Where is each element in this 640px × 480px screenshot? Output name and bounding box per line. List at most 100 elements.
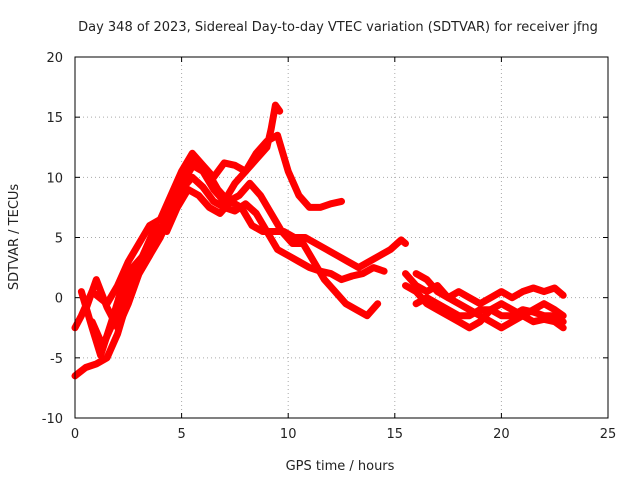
data-point-marker bbox=[174, 204, 181, 211]
data-point-marker bbox=[359, 270, 366, 277]
data-point-marker bbox=[268, 210, 275, 217]
data-point-marker bbox=[327, 200, 334, 207]
data-point-marker bbox=[227, 198, 234, 205]
data-point-marker bbox=[82, 364, 89, 371]
data-point-marker bbox=[178, 186, 185, 193]
y-tick-label: 5 bbox=[55, 232, 63, 247]
data-point-marker bbox=[146, 252, 153, 259]
chart-title: Day 348 of 2023, Sidereal Day-to-day VTE… bbox=[78, 20, 598, 35]
y-tick-label: -10 bbox=[42, 412, 63, 427]
data-point-marker bbox=[509, 306, 516, 313]
data-point-marker bbox=[289, 240, 296, 247]
data-point-marker bbox=[257, 192, 264, 199]
y-tick-label: -5 bbox=[50, 352, 63, 367]
data-point-marker bbox=[274, 132, 281, 139]
data-point-marker bbox=[110, 318, 117, 325]
data-point-marker bbox=[487, 306, 494, 313]
data-point-marker bbox=[560, 292, 567, 299]
data-point-marker bbox=[530, 285, 537, 292]
data-point-marker bbox=[78, 312, 85, 319]
data-point-marker bbox=[338, 198, 345, 205]
y-tick-label: 10 bbox=[46, 171, 63, 186]
data-point-marker bbox=[498, 324, 505, 331]
data-point-marker bbox=[89, 318, 96, 325]
data-point-marker bbox=[317, 268, 324, 275]
data-point-marker bbox=[530, 318, 537, 325]
data-point-marker bbox=[193, 156, 200, 163]
data-point-marker bbox=[355, 264, 362, 271]
data-point-marker bbox=[364, 312, 371, 319]
data-point-marker bbox=[242, 200, 249, 207]
ticks-layer: 0 5 10 15 20 25 -10 -5 0 5 10 15 20 bbox=[42, 51, 617, 442]
data-point-marker bbox=[370, 264, 377, 271]
data-point-marker bbox=[445, 306, 452, 313]
data-point-marker bbox=[466, 294, 473, 301]
data-point-marker bbox=[509, 318, 516, 325]
data-point-marker bbox=[125, 300, 132, 307]
data-point-marker bbox=[455, 318, 462, 325]
data-point-marker bbox=[551, 312, 558, 319]
series-sat-h bbox=[412, 270, 567, 308]
x-tick-label: 15 bbox=[387, 427, 404, 442]
series-sat-a bbox=[71, 131, 345, 332]
data-point-marker bbox=[206, 204, 213, 211]
data-point-marker bbox=[163, 228, 170, 235]
data-point-marker bbox=[131, 270, 138, 277]
data-point-marker bbox=[242, 168, 249, 175]
x-tick-label: 10 bbox=[280, 427, 297, 442]
y-axis-label: SDTVAR / TECUs bbox=[7, 184, 22, 291]
data-point-marker bbox=[259, 228, 266, 235]
y-tick-label: 0 bbox=[55, 292, 63, 307]
data-point-marker bbox=[334, 252, 341, 259]
data-point-marker bbox=[214, 186, 221, 193]
data-point-marker bbox=[332, 288, 339, 295]
data-point-marker bbox=[560, 318, 567, 325]
data-point-marker bbox=[560, 324, 567, 331]
data-point-marker bbox=[413, 300, 420, 307]
data-point-marker bbox=[445, 294, 452, 301]
series-sat-i bbox=[412, 294, 567, 326]
data-point-marker bbox=[366, 258, 373, 265]
data-point-marker bbox=[125, 258, 132, 265]
data-point-marker bbox=[285, 252, 292, 259]
data-point-marker bbox=[477, 318, 484, 325]
y-tick-label: 20 bbox=[46, 51, 63, 66]
data-point-marker bbox=[519, 288, 526, 295]
data-point-marker bbox=[253, 210, 260, 217]
data-point-marker bbox=[97, 352, 104, 359]
data-point-marker bbox=[445, 312, 452, 319]
data-point-marker bbox=[338, 276, 345, 283]
data-point-marker bbox=[78, 288, 85, 295]
data-point-marker bbox=[374, 300, 381, 307]
data-point-marker bbox=[216, 210, 223, 217]
data-point-marker bbox=[291, 234, 298, 241]
data-point-marker bbox=[487, 318, 494, 325]
data-point-marker bbox=[103, 304, 110, 311]
data-point-marker bbox=[530, 309, 537, 316]
data-point-marker bbox=[99, 342, 106, 349]
series-layer bbox=[71, 101, 567, 380]
data-point-marker bbox=[300, 240, 307, 247]
data-point-marker bbox=[114, 330, 121, 337]
data-point-marker bbox=[270, 228, 277, 235]
data-point-marker bbox=[268, 126, 275, 133]
data-point-marker bbox=[353, 306, 360, 313]
data-point-marker bbox=[519, 306, 526, 313]
data-point-marker bbox=[93, 360, 100, 367]
data-point-marker bbox=[376, 252, 383, 259]
data-point-marker bbox=[295, 258, 302, 265]
data-point-marker bbox=[103, 354, 110, 361]
data-point-marker bbox=[551, 306, 558, 313]
data-point-marker bbox=[157, 234, 164, 241]
data-point-marker bbox=[387, 246, 394, 253]
data-point-marker bbox=[272, 102, 279, 109]
data-point-marker bbox=[135, 240, 142, 247]
data-point-marker bbox=[121, 294, 128, 301]
data-point-marker bbox=[263, 144, 270, 151]
data-point-marker bbox=[238, 204, 245, 211]
data-point-marker bbox=[184, 186, 191, 193]
data-point-marker bbox=[498, 312, 505, 319]
data-point-marker bbox=[114, 324, 121, 331]
data-point-marker bbox=[519, 312, 526, 319]
